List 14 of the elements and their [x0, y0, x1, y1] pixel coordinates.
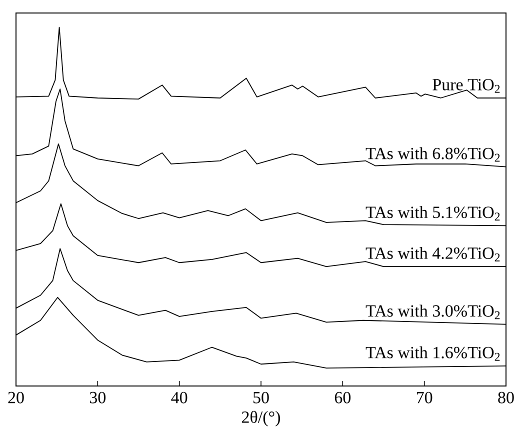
x-tick-label: 20 [8, 392, 24, 404]
x-tick-label: 70 [416, 392, 432, 404]
series-label: TAs with 5.1%TiO$_{2}$ [366, 206, 500, 220]
x-tick-label: 80 [498, 392, 514, 404]
x-tick-label: 60 [334, 392, 351, 404]
series-label: TAs with 1.6%TiO$_{2}$ [366, 346, 500, 361]
series-label: Pure TiO$_{2}$ [432, 78, 500, 93]
x-tick-label: 50 [253, 392, 269, 404]
x-tick-label: 30 [90, 392, 106, 404]
series-label: TAs with 4.2%TiO$_{2}$ [366, 246, 500, 262]
x-axis-title: 2θ/(°) [242, 410, 280, 426]
x-tick-label: 40 [171, 392, 188, 404]
series-label: TAs with 6.8%TiO$_{2}$ [366, 147, 500, 162]
series-label: TAs with 3.0%TiO$_{2}$ [366, 304, 500, 320]
